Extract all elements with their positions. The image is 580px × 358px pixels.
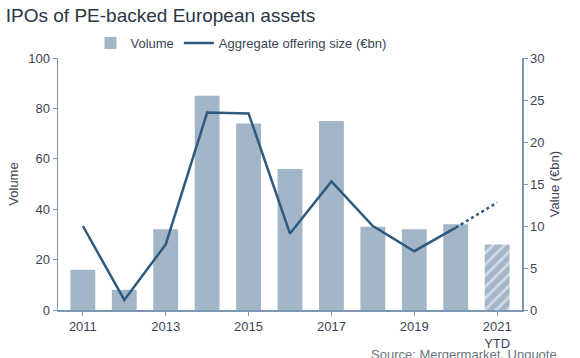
svg-text:80: 80	[35, 101, 49, 116]
svg-text:Value (€bn): Value (€bn)	[547, 151, 562, 217]
svg-text:IPOs of PE-backed European ass: IPOs of PE-backed European assets	[6, 5, 315, 26]
svg-text:Source: Mergermarket, Unquote: Source: Mergermarket, Unquote	[371, 347, 557, 358]
svg-text:0: 0	[530, 303, 537, 318]
svg-text:40: 40	[35, 202, 49, 217]
svg-text:30: 30	[530, 51, 544, 66]
svg-text:15: 15	[530, 177, 544, 192]
svg-text:2015: 2015	[234, 319, 263, 334]
svg-text:Volume: Volume	[6, 162, 21, 205]
svg-text:Aggregate offering size (€bn): Aggregate offering size (€bn)	[219, 36, 386, 51]
svg-text:2019: 2019	[400, 319, 429, 334]
svg-text:5: 5	[530, 261, 537, 276]
svg-text:0: 0	[43, 303, 50, 318]
svg-text:2011: 2011	[69, 319, 97, 334]
svg-text:2013: 2013	[151, 319, 180, 334]
svg-text:Volume: Volume	[130, 36, 173, 51]
svg-text:2021YTD: 2021YTD	[483, 319, 512, 351]
svg-text:25: 25	[530, 93, 544, 108]
svg-text:20: 20	[35, 252, 49, 267]
svg-text:100: 100	[28, 51, 50, 66]
svg-text:20: 20	[530, 135, 544, 150]
svg-text:60: 60	[35, 151, 49, 166]
svg-text:10: 10	[530, 219, 544, 234]
svg-text:2017: 2017	[317, 319, 346, 334]
